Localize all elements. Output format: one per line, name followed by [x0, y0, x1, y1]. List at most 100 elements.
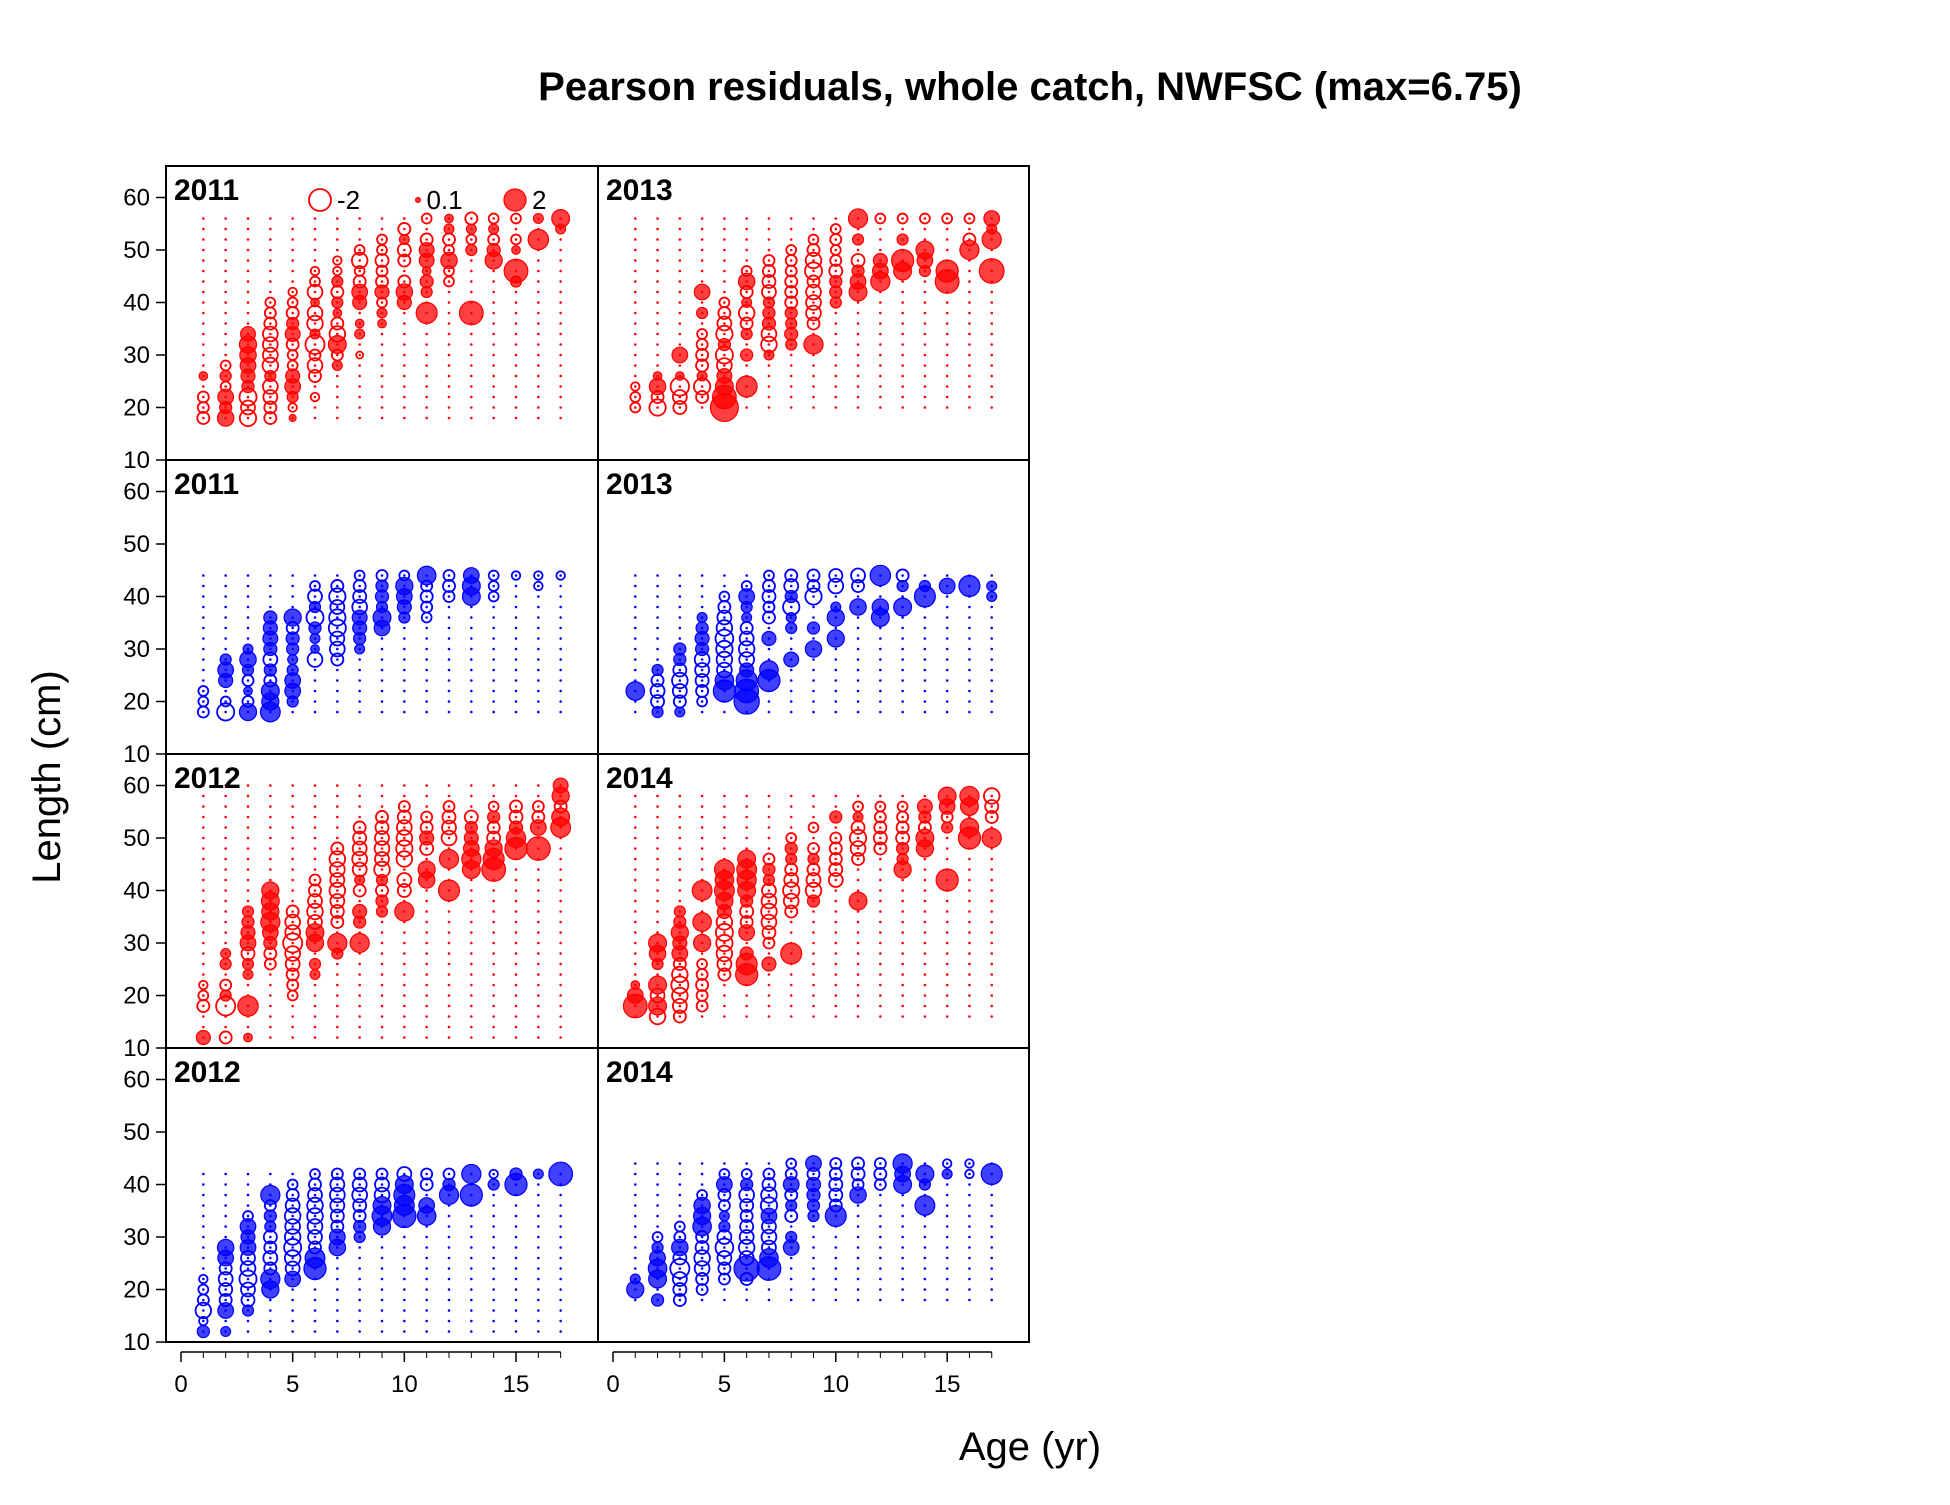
grid-dot	[492, 353, 495, 357]
grid-dot	[224, 626, 227, 630]
grid-dot	[313, 899, 317, 903]
grid-dot	[470, 805, 473, 808]
grid-dot	[202, 574, 205, 577]
grid-dot	[492, 637, 495, 640]
residual-bubble	[532, 212, 544, 225]
grid-dot	[923, 647, 927, 651]
grid-dot	[269, 332, 272, 336]
grid-dot	[313, 248, 317, 252]
grid-dot	[492, 679, 495, 682]
grid-dot	[313, 836, 317, 840]
residual-bubble	[310, 644, 320, 654]
grid-dot	[447, 1246, 451, 1249]
grid-dot	[834, 973, 838, 976]
grid-dot	[537, 1246, 540, 1249]
residual-bubble	[219, 957, 232, 971]
grid-dot	[656, 920, 659, 924]
grid-dot	[470, 332, 473, 336]
grid-dot	[358, 815, 361, 819]
residual-bubble	[351, 598, 368, 616]
residual-bubble	[308, 957, 322, 971]
grid-dot	[380, 658, 384, 661]
panel-label: 2012	[174, 1056, 241, 1089]
residual-bubble	[263, 400, 278, 415]
grid-dot	[202, 920, 205, 924]
residual-bubble	[691, 880, 713, 901]
residual-bubble	[459, 1183, 483, 1207]
residual-bubble	[240, 1292, 256, 1308]
grid-dot	[470, 637, 473, 640]
grid-dot	[879, 983, 882, 987]
grid-dot	[358, 1172, 361, 1176]
grid-dot	[656, 910, 659, 913]
grid-dot	[678, 700, 682, 703]
grid-dot	[901, 941, 904, 945]
residual-bubble	[785, 244, 798, 256]
grid-dot	[470, 626, 473, 630]
grid-dot	[856, 941, 860, 945]
grid-dot	[856, 826, 860, 829]
grid-dot	[789, 973, 793, 976]
residual-bubble	[350, 251, 369, 270]
residual-bubble	[219, 369, 232, 383]
grid-dot	[745, 238, 748, 241]
residual-bubble	[241, 915, 255, 929]
grid-dot	[968, 1267, 971, 1270]
grid-dot	[403, 700, 406, 703]
grid-dot	[246, 1267, 250, 1270]
residual-bubble	[419, 830, 435, 846]
grid-dot	[789, 1193, 793, 1197]
grid-dot	[656, 836, 659, 840]
grid-dot	[678, 1183, 682, 1186]
grid-dot	[380, 826, 384, 829]
grid-dot	[380, 847, 384, 850]
residual-bubble	[509, 799, 523, 814]
grid-dot	[224, 1214, 227, 1218]
grid-dot	[202, 1004, 205, 1008]
grid-dot	[514, 668, 518, 672]
grid-dot	[945, 1004, 949, 1008]
residual-bubble	[465, 233, 478, 246]
residual-bubble	[373, 1186, 391, 1204]
grid-dot	[224, 1183, 227, 1186]
residual-bubble	[217, 1271, 234, 1287]
grid-dot	[834, 1298, 838, 1302]
grid-dot	[789, 248, 793, 252]
grid-dot	[537, 406, 540, 409]
grid-dot	[968, 616, 971, 619]
grid-dot	[945, 1277, 949, 1281]
grid-dot	[767, 595, 771, 598]
grid-dot	[470, 1015, 473, 1018]
grid-dot	[514, 1298, 518, 1302]
grid-dot	[224, 1288, 227, 1291]
grid-dot	[559, 616, 562, 619]
grid-dot	[834, 941, 838, 945]
grid-dot	[514, 395, 518, 399]
residual-bubble	[351, 861, 368, 878]
grid-dot	[224, 385, 227, 388]
grid-dot	[559, 973, 562, 976]
y-tick-label: 60	[123, 185, 150, 212]
grid-dot	[202, 269, 205, 273]
grid-dot	[700, 406, 704, 409]
grid-dot	[492, 952, 495, 955]
residual-bubble	[807, 233, 820, 246]
residual-bubble	[551, 209, 571, 228]
grid-dot	[745, 794, 748, 798]
grid-dot	[246, 836, 250, 840]
residual-bubble	[648, 933, 668, 953]
grid-dot	[336, 658, 339, 661]
grid-dot	[834, 647, 838, 651]
grid-dot	[923, 332, 927, 336]
grid-dot	[224, 983, 227, 987]
grid-dot	[990, 700, 994, 703]
grid-dot	[514, 574, 518, 577]
residual-bubble	[718, 1220, 731, 1233]
grid-dot	[403, 1309, 406, 1312]
grid-dot	[834, 1277, 838, 1281]
grid-dot	[380, 931, 384, 934]
grid-dot	[313, 1309, 317, 1312]
grid-dot	[269, 868, 272, 871]
residual-bubble	[397, 222, 412, 236]
grid-dot	[901, 1004, 904, 1008]
